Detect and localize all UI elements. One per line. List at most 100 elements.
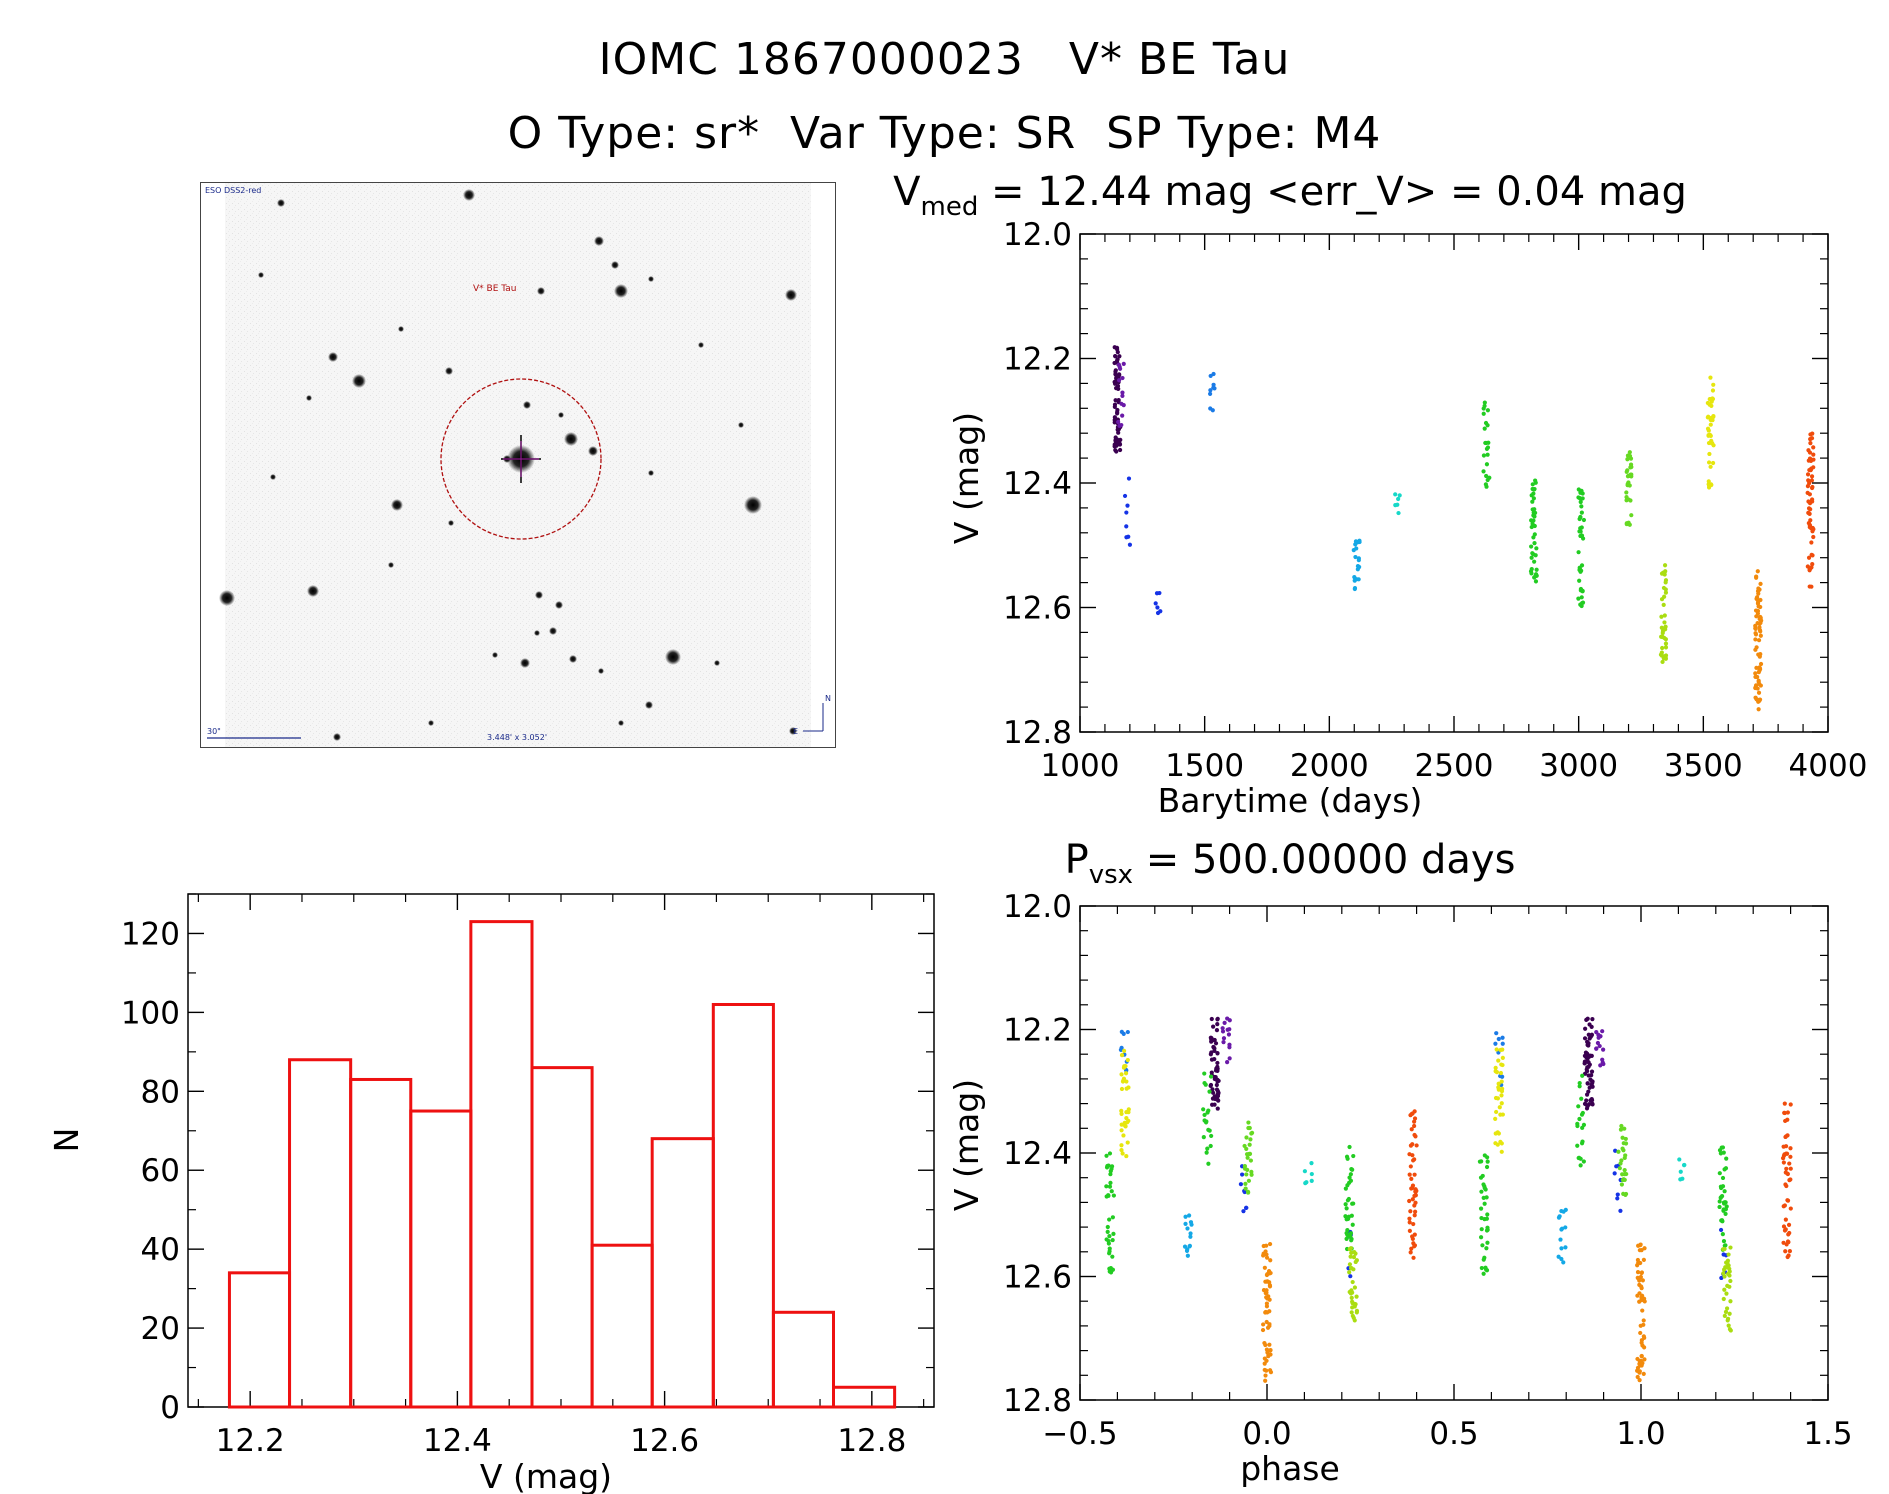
ph-point bbox=[1637, 1299, 1642, 1304]
lc-point bbox=[1117, 423, 1122, 428]
star-icon bbox=[611, 261, 619, 269]
lc-point bbox=[1753, 671, 1758, 676]
ph-point bbox=[1484, 1164, 1490, 1170]
ph-point bbox=[1494, 1070, 1500, 1075]
ph-point bbox=[1478, 1235, 1484, 1240]
ph-point bbox=[1409, 1127, 1414, 1132]
lc-point bbox=[1707, 451, 1712, 457]
star-icon bbox=[648, 276, 654, 282]
lc-point bbox=[1756, 652, 1761, 657]
ph-point bbox=[1638, 1242, 1643, 1247]
ph-point bbox=[1205, 1110, 1210, 1115]
lc-point bbox=[1531, 535, 1536, 540]
lc-point bbox=[1532, 559, 1537, 564]
lc-point bbox=[1578, 526, 1583, 531]
ph-point bbox=[1498, 1112, 1503, 1117]
ph-point bbox=[1185, 1226, 1190, 1231]
ph-point bbox=[1242, 1143, 1247, 1149]
ph-point bbox=[1267, 1241, 1273, 1247]
hist-bar bbox=[711, 1002, 775, 1409]
ph-point bbox=[1727, 1284, 1732, 1289]
ph-point bbox=[1784, 1134, 1789, 1139]
ph-point bbox=[1214, 1027, 1220, 1033]
ph-point bbox=[1409, 1186, 1414, 1191]
hist-xtick-label: 12.6 bbox=[630, 1423, 699, 1459]
ph-point bbox=[1480, 1173, 1485, 1179]
ph-ytick-label: 12.8 bbox=[1003, 1383, 1072, 1419]
lc-xtick-label: 4000 bbox=[1789, 748, 1868, 784]
ph-point bbox=[1262, 1356, 1267, 1361]
lc-point bbox=[1211, 385, 1216, 390]
ph-point bbox=[1620, 1177, 1625, 1183]
ph-point bbox=[1204, 1150, 1209, 1155]
ph-point bbox=[1206, 1161, 1211, 1166]
ph-point bbox=[1499, 1101, 1504, 1106]
ph-point bbox=[1263, 1249, 1268, 1254]
ph-point bbox=[1722, 1189, 1727, 1194]
star-icon bbox=[564, 432, 578, 446]
ph-point bbox=[1119, 1072, 1124, 1077]
lc-point bbox=[1807, 522, 1812, 528]
ph-point bbox=[1243, 1181, 1248, 1186]
ph-point bbox=[1786, 1222, 1792, 1227]
ph-point bbox=[1106, 1163, 1111, 1168]
ph-point bbox=[1635, 1275, 1641, 1281]
hist-ytick-label: 60 bbox=[141, 1153, 180, 1189]
lc-point bbox=[1663, 645, 1669, 650]
lc-xtick-label: 2000 bbox=[1290, 748, 1369, 784]
star-icon bbox=[594, 236, 604, 246]
lc-point bbox=[1805, 484, 1811, 489]
ph-point bbox=[1496, 1036, 1501, 1042]
ph-point bbox=[1559, 1256, 1564, 1262]
compass-east-label: E bbox=[793, 727, 798, 736]
ph-point bbox=[1783, 1182, 1788, 1187]
ph-point bbox=[1201, 1107, 1206, 1112]
star-icon bbox=[558, 412, 564, 418]
lc-point bbox=[1754, 665, 1759, 670]
lc-point bbox=[1529, 518, 1534, 523]
lc-point bbox=[1708, 464, 1713, 469]
hist-bar bbox=[771, 1310, 835, 1409]
ph-point bbox=[1638, 1323, 1643, 1328]
ph-point bbox=[1498, 1139, 1503, 1144]
ph-point bbox=[1493, 1116, 1498, 1121]
lc-point bbox=[1624, 469, 1629, 474]
ph-point bbox=[1262, 1265, 1267, 1270]
lc-point bbox=[1357, 538, 1362, 543]
ph-point bbox=[1594, 1030, 1599, 1035]
ph-point bbox=[1123, 1071, 1129, 1076]
lc-point bbox=[1117, 373, 1122, 378]
ph-point bbox=[1482, 1201, 1487, 1206]
star-icon bbox=[333, 733, 341, 741]
ph-point bbox=[1412, 1213, 1417, 1218]
lc-point bbox=[1529, 571, 1534, 576]
ph-point bbox=[1240, 1172, 1245, 1177]
lc-point bbox=[1756, 690, 1762, 695]
ph-point bbox=[1110, 1215, 1115, 1220]
ph-point bbox=[1264, 1255, 1270, 1260]
lc-point bbox=[1533, 480, 1538, 485]
ph-point bbox=[1353, 1259, 1358, 1265]
ph-point bbox=[1635, 1293, 1640, 1298]
ph-point bbox=[1263, 1378, 1268, 1383]
lc-point bbox=[1662, 620, 1667, 625]
star-icon bbox=[428, 720, 434, 726]
lc-point bbox=[1809, 474, 1815, 479]
ph-point bbox=[1244, 1205, 1249, 1210]
lc-xtick-label: 2500 bbox=[1415, 748, 1494, 784]
ph-point bbox=[1343, 1202, 1348, 1207]
lc-point bbox=[1529, 555, 1534, 560]
lc-point bbox=[1627, 453, 1633, 459]
ph-point bbox=[1414, 1188, 1419, 1193]
ph-point bbox=[1584, 1106, 1590, 1111]
ph-point bbox=[1781, 1144, 1786, 1149]
ph-point bbox=[1581, 1122, 1587, 1127]
star-icon bbox=[492, 652, 498, 658]
ph-point bbox=[1351, 1254, 1357, 1260]
ph-point bbox=[1407, 1198, 1412, 1204]
ph-point bbox=[1563, 1225, 1568, 1230]
ph-point bbox=[1413, 1209, 1418, 1214]
ph-ytick-label: 12.4 bbox=[1003, 1136, 1072, 1172]
ph-point bbox=[1722, 1313, 1727, 1318]
ph-point bbox=[1407, 1216, 1412, 1221]
